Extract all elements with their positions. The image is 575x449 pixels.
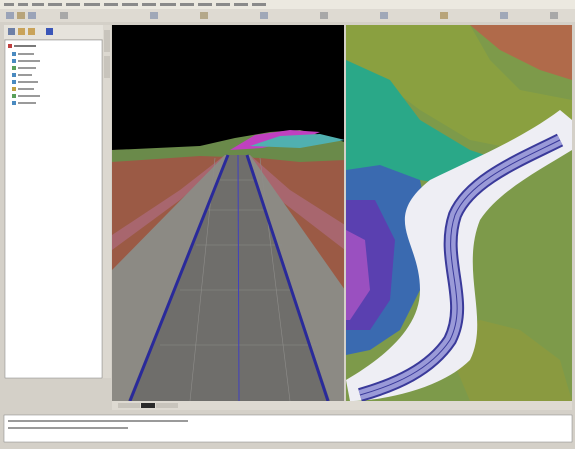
tree-label[interactable] — [14, 45, 36, 47]
contour-teal — [346, 60, 500, 190]
tool-button[interactable] — [200, 12, 208, 19]
tree-label[interactable] — [18, 67, 36, 69]
panel-button[interactable] — [8, 28, 15, 35]
menu-items — [4, 3, 266, 6]
contour-olive — [346, 25, 572, 150]
contour-purple — [346, 230, 370, 320]
menu-item[interactable] — [48, 3, 62, 6]
tool-button[interactable] — [260, 12, 268, 19]
menu-item[interactable] — [252, 3, 266, 6]
tool-button[interactable] — [17, 12, 25, 19]
side-tab[interactable] — [104, 56, 110, 78]
tool-button[interactable] — [6, 12, 14, 19]
command-history — [8, 420, 188, 422]
tree-label[interactable] — [18, 95, 40, 97]
menu-item[interactable] — [104, 3, 118, 6]
project-tree — [4, 39, 103, 379]
view-tabs — [112, 401, 572, 410]
toolbar-buttons — [6, 12, 558, 19]
lane-edge — [128, 154, 230, 402]
road-surface — [128, 155, 330, 401]
menu-item[interactable] — [142, 3, 156, 6]
command-history — [8, 427, 128, 429]
tree-icon — [12, 101, 16, 105]
slope-edge — [112, 155, 345, 250]
tree-label[interactable] — [18, 88, 34, 90]
earthwork — [346, 110, 572, 401]
road-plan-centerline — [359, 139, 561, 396]
tree-label[interactable] — [18, 60, 40, 62]
menu-item[interactable] — [66, 3, 80, 6]
tree-icon — [12, 73, 16, 77]
panel-button[interactable] — [28, 28, 35, 35]
tree-icon — [12, 94, 16, 98]
panel-button[interactable] — [18, 28, 25, 35]
menu-item[interactable] — [122, 3, 138, 6]
tree-items — [8, 44, 40, 105]
tree-icon — [12, 52, 16, 56]
status-bar — [0, 443, 575, 449]
view-3d — [112, 25, 345, 402]
tool-button[interactable] — [440, 12, 448, 19]
tool-button[interactable] — [380, 12, 388, 19]
tool-button[interactable] — [500, 12, 508, 19]
menu-item[interactable] — [234, 3, 248, 6]
view-tab[interactable] — [118, 403, 140, 408]
view-plan — [346, 25, 572, 402]
centerline — [237, 154, 240, 402]
toolbar — [0, 9, 575, 22]
side-tab[interactable] — [104, 30, 110, 52]
menu-item[interactable] — [32, 3, 44, 6]
tree-label[interactable] — [18, 81, 38, 83]
tree-label[interactable] — [18, 102, 36, 104]
grid-line — [259, 157, 291, 402]
view-tab[interactable] — [156, 403, 178, 408]
tree-icon — [12, 87, 16, 91]
tree-icon — [12, 80, 16, 84]
menu-item[interactable] — [160, 3, 176, 6]
tree-icon — [8, 44, 12, 48]
panel-button[interactable] — [46, 28, 53, 35]
tool-button[interactable] — [60, 12, 68, 19]
tree-label[interactable] — [18, 53, 34, 55]
tool-button[interactable] — [320, 12, 328, 19]
contour-brown — [470, 25, 572, 80]
tool-button[interactable] — [28, 12, 36, 19]
menu-item[interactable] — [216, 3, 230, 6]
menu-item[interactable] — [18, 3, 28, 6]
menu-item[interactable] — [198, 3, 212, 6]
hill-teal — [250, 134, 345, 148]
view-tab[interactable] — [141, 403, 155, 408]
tree-icon — [12, 66, 16, 70]
menu-item[interactable] — [4, 3, 14, 6]
tool-button[interactable] — [150, 12, 158, 19]
menu-item[interactable] — [84, 3, 100, 6]
side-tabs — [103, 25, 111, 378]
menu-item[interactable] — [180, 3, 194, 6]
view-divider — [344, 25, 346, 401]
menu-bar — [0, 0, 575, 9]
tree-icon — [12, 59, 16, 63]
tree-label[interactable] — [18, 74, 32, 76]
tool-button[interactable] — [550, 12, 558, 19]
lane-edge — [245, 154, 330, 402]
